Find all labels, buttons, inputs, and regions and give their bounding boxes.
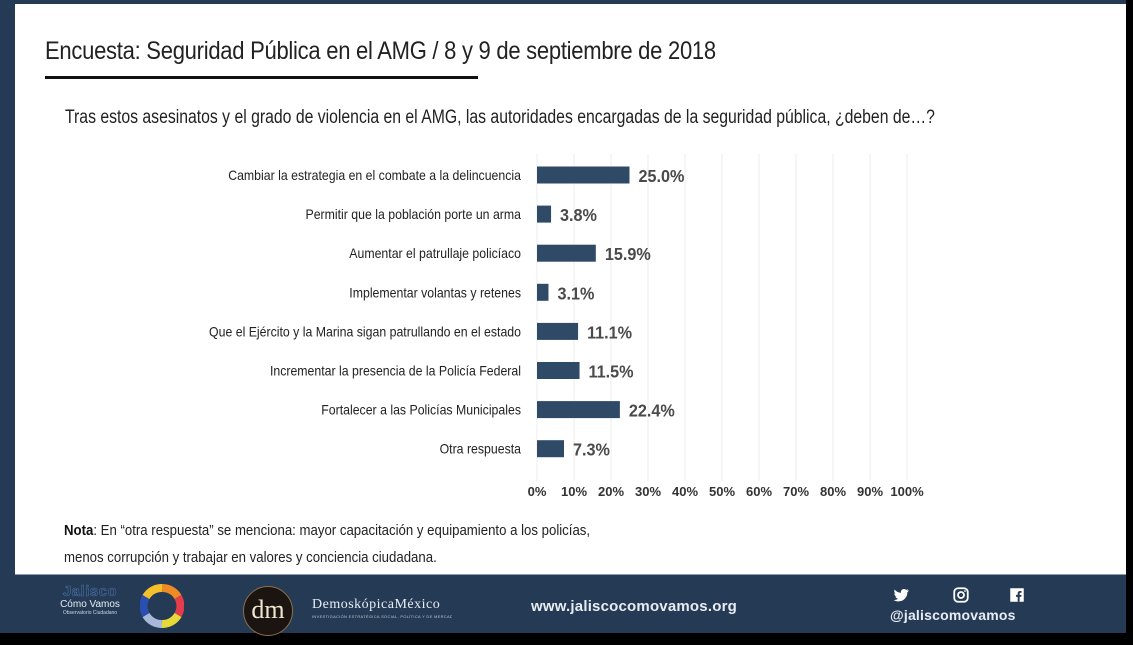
x-tick-label: 50% [709, 484, 735, 499]
data-label: 15.9% [605, 244, 651, 264]
x-tick-label: 40% [672, 484, 698, 499]
x-tick-label: 80% [820, 484, 846, 499]
data-label: 25.0% [639, 166, 685, 186]
bar [537, 401, 620, 419]
data-label: 11.1% [587, 323, 632, 343]
x-tick-label: 10% [561, 484, 587, 499]
footnote: Nota: En “otra respuesta” se menciona: m… [64, 517, 610, 571]
data-label: 3.1% [557, 284, 594, 304]
bar [537, 322, 579, 340]
jalisco-logo-line2: Cómo Vamos [60, 599, 120, 610]
slide-content: Encuesta: Seguridad Pública en el AMG / … [15, 4, 1126, 574]
bar-chart: 0% 10% 20% 30% 40% 50% 60% 70% 80% 90% 100% Cambiar… [209, 154, 924, 499]
facebook-icon[interactable] [1008, 586, 1026, 604]
twitter-icon[interactable] [892, 586, 910, 604]
category-label: Otra respuesta [440, 441, 522, 457]
bar [537, 166, 630, 184]
x-tick-label: 60% [746, 484, 772, 499]
jalisco-logo-line3: Observatorio Ciudadano [62, 610, 118, 616]
demoskopica-logo-icon[interactable]: dm [243, 586, 293, 636]
footer-divider [15, 574, 1126, 575]
website-link[interactable]: www.jaliscocomovamos.org [531, 598, 737, 615]
jalisco-logo-text: Jalisco Cómo Vamos Observatorio Ciudadan… [60, 584, 120, 617]
bar [537, 244, 596, 262]
data-label: 3.8% [560, 205, 597, 225]
note-label: Nota [64, 522, 94, 539]
category-label: Que el Ejército y la Marina sigan patrul… [209, 324, 521, 340]
x-tick-label: 20% [598, 484, 624, 499]
page-title: Encuesta: Seguridad Pública en el AMG / … [45, 37, 716, 65]
category-label: Fortalecer a las Policías Municipales [321, 402, 521, 418]
jalisco-logo-line1: Jalisco [62, 583, 118, 600]
data-label: 22.4% [629, 401, 675, 421]
bar [537, 205, 552, 223]
colored-ring-icon [140, 584, 184, 628]
bar [537, 362, 580, 379]
category-label: Cambiar la estrategia en el combate a la… [228, 167, 521, 183]
note-text: : En “otra respuesta” se menciona: mayor… [64, 522, 591, 566]
demoskopica-name: DemoskópicaMéxico [312, 597, 441, 612]
x-tick-label: 30% [635, 484, 661, 499]
x-tick-label: 100% [890, 484, 924, 499]
data-label: 11.5% [589, 362, 634, 382]
x-tick-label: 0% [528, 484, 547, 499]
survey-question: Tras estos asesinatos y el grado de viol… [65, 107, 935, 128]
category-label: Incrementar la presencia de la Policía F… [270, 363, 521, 379]
instagram-icon[interactable] [952, 586, 970, 604]
jalisco-como-vamos-logo[interactable]: Jalisco Cómo Vamos Observatorio Ciudadan… [60, 584, 185, 634]
data-label: 7.3% [573, 440, 610, 460]
category-label: Aumentar el patrullaje policíaco [349, 245, 521, 261]
category-label: Permitir que la población porte un arma [306, 206, 522, 222]
social-handle[interactable]: @jaliscomovamos [890, 607, 1016, 623]
title-underline [45, 76, 478, 79]
social-links [890, 586, 1030, 606]
bar [537, 440, 565, 458]
x-tick-label: 70% [783, 484, 809, 499]
bar [537, 283, 549, 301]
demoskopica-tagline: INVESTIGACIÓN ESTRATÉGICA SOCIAL, POLÍTI… [312, 614, 452, 619]
category-label: Implementar volantas y retenes [349, 285, 521, 301]
x-tick-label: 90% [857, 484, 883, 499]
